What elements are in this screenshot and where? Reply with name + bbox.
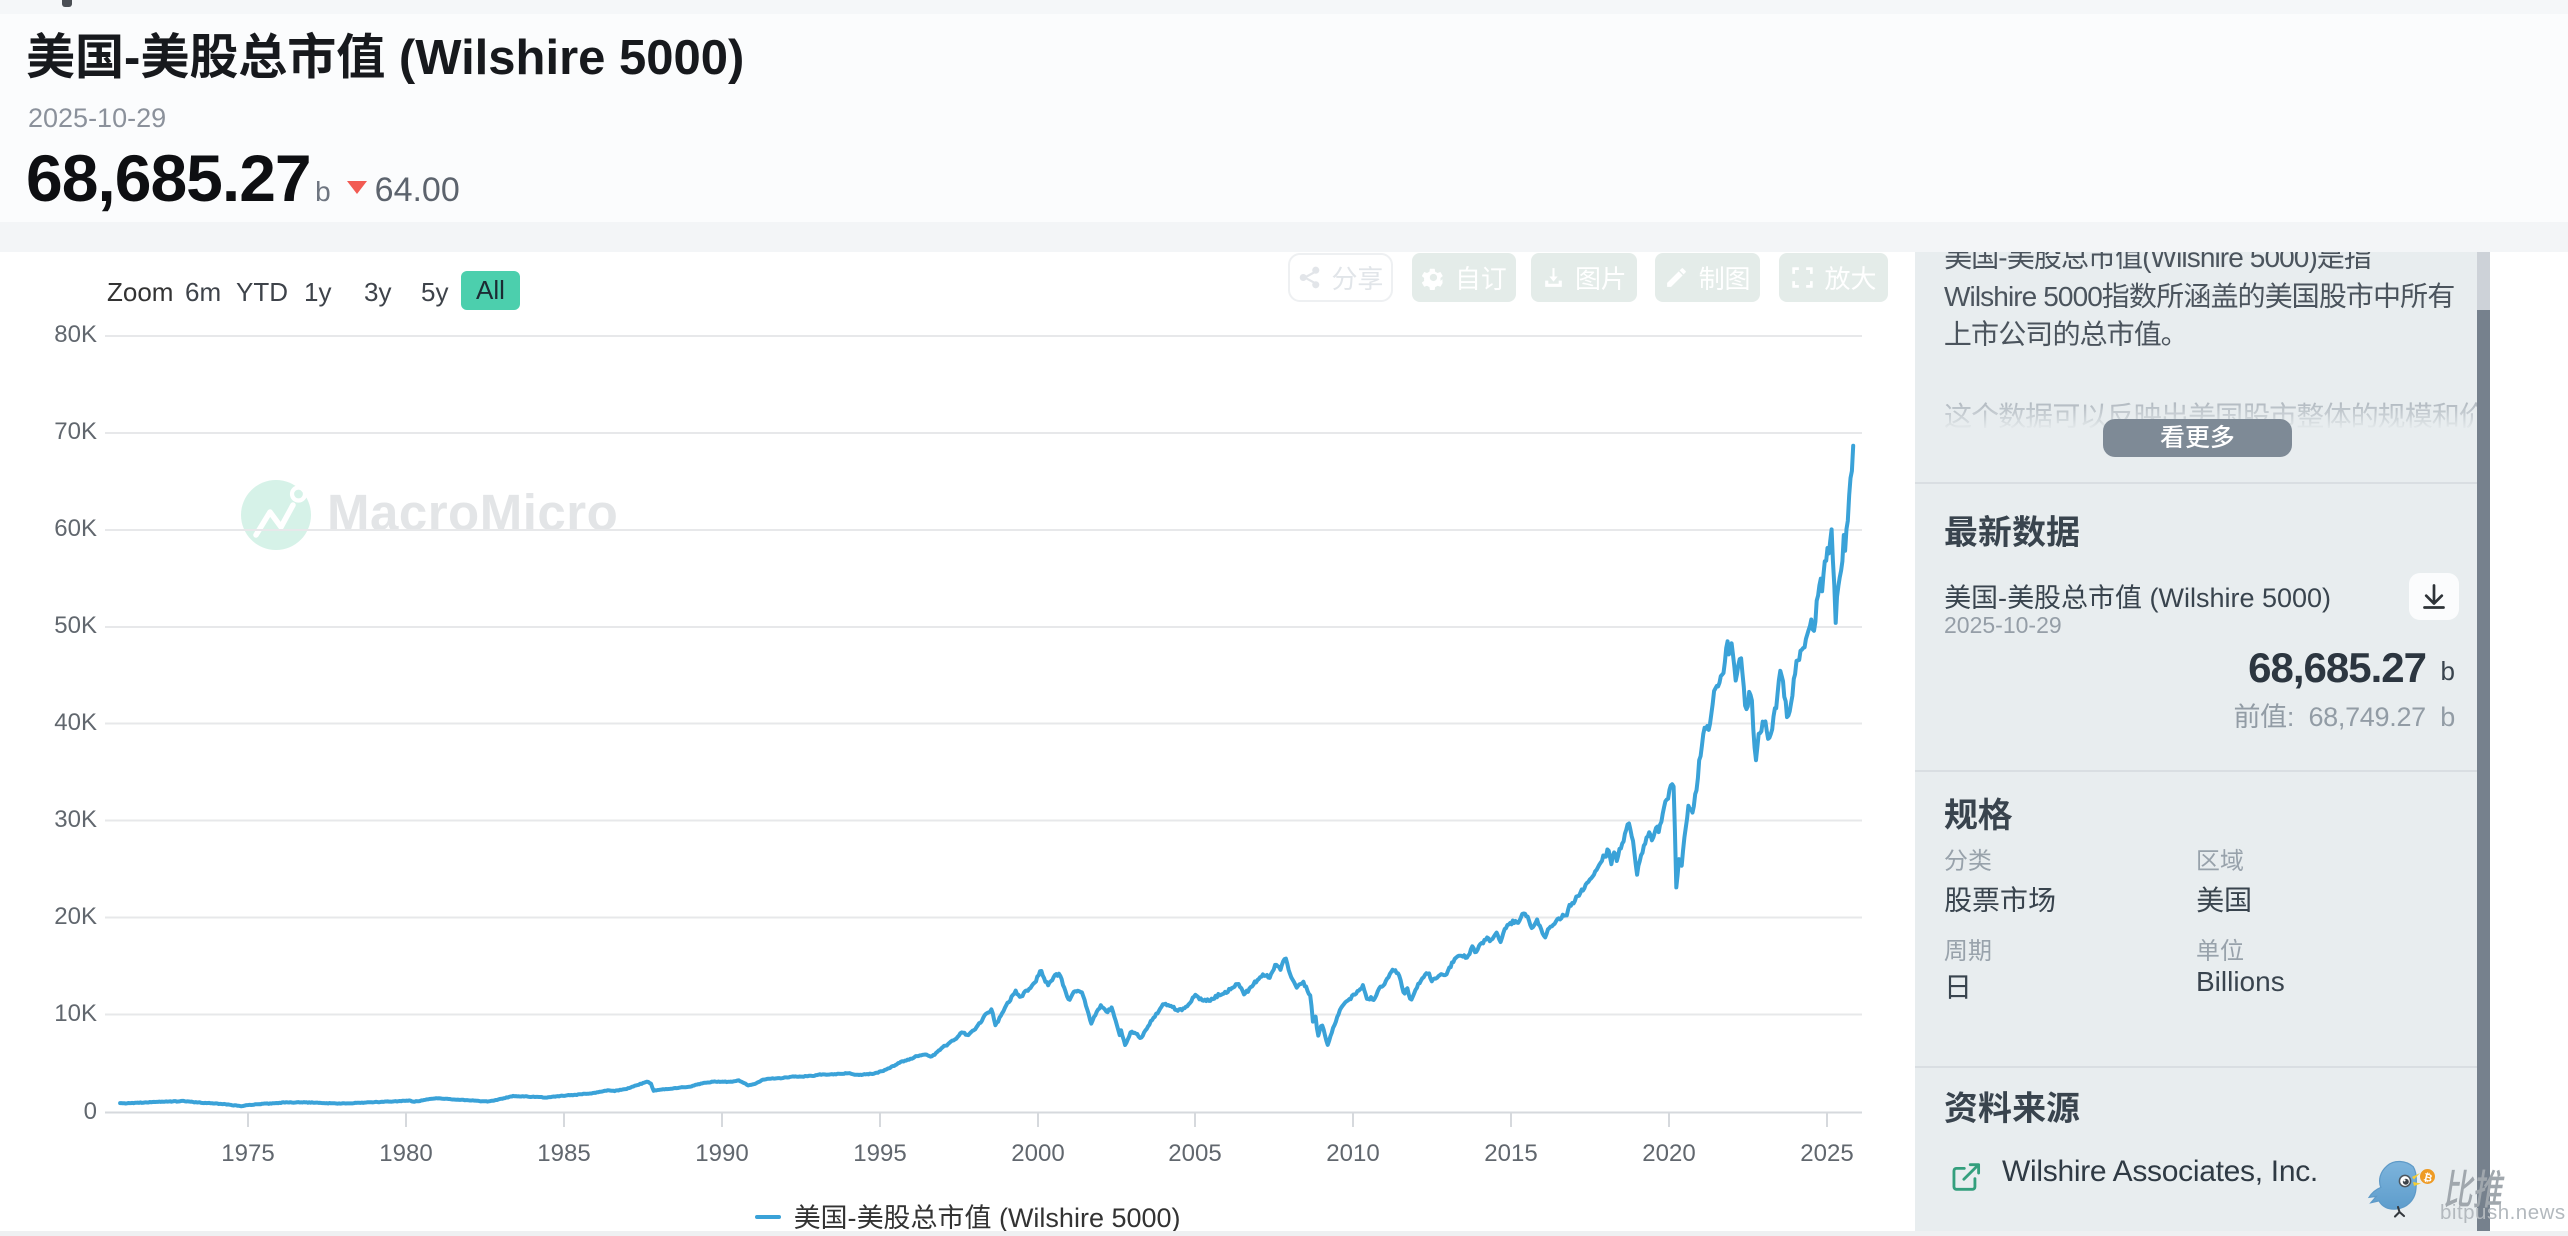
- svg-text:₿: ₿: [2422, 1171, 2434, 1185]
- svg-text:bitpush.news: bitpush.news: [2440, 1201, 2566, 1224]
- svg-text:比推: 比推: [2441, 1157, 2509, 1216]
